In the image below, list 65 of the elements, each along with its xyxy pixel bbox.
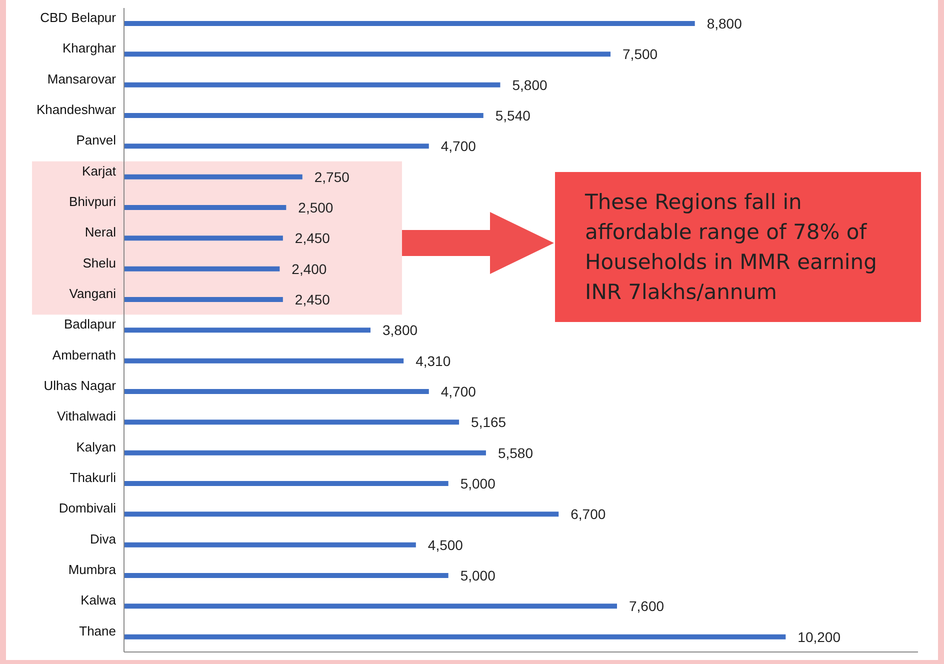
bar (124, 542, 416, 548)
data-label: 5,580 (498, 444, 534, 461)
y-tick-label: Thakurli (70, 470, 116, 485)
y-tick-label: Panvel (76, 132, 116, 148)
y-tick-label: Bhivpuri (69, 194, 116, 209)
y-tick-label: Vangani (69, 286, 116, 301)
data-label: 5,800 (512, 76, 548, 93)
bar (124, 573, 448, 578)
y-tick-label: Diva (90, 531, 117, 546)
bar (124, 297, 283, 302)
bar (124, 174, 302, 180)
bar (124, 328, 371, 333)
data-label: 4,700 (440, 383, 476, 400)
bar (124, 21, 695, 26)
y-tick-label: Karjat (82, 163, 116, 178)
bar (124, 604, 618, 609)
data-label: 2,750 (314, 168, 350, 185)
bar (124, 236, 283, 241)
data-label: 7,600 (629, 598, 664, 614)
bar (124, 634, 786, 640)
y-tick-label: Mumbra (68, 562, 117, 577)
bar (124, 113, 484, 118)
bar (124, 450, 486, 456)
y-tick-label: Badlapur (64, 316, 117, 332)
y-tick-label: Kharghar (62, 40, 117, 56)
bar (124, 82, 500, 88)
data-label: 2,500 (298, 199, 334, 216)
y-tick-label: Kalyan (76, 439, 116, 454)
data-label: 2,450 (294, 230, 330, 246)
bar (124, 420, 460, 425)
annotation: These Regions fall in affordable range of 78% of Households in MMR earning INR 7lakhs/annum (585, 189, 878, 306)
data-label: 2,450 (294, 291, 330, 308)
y-tick-label: CBD Belapur (40, 10, 117, 25)
bar (124, 358, 404, 364)
y-tick-label: Vithalwadi (56, 408, 116, 424)
y-tick-label: Ambernath (52, 347, 116, 362)
data-label: 4,700 (440, 138, 476, 154)
bar (124, 389, 429, 394)
y-tick-label: Mansarovar (47, 71, 117, 86)
data-label: 8,800 (706, 15, 742, 32)
callout-box: These Regions fall in affordable range of 78% of Households in MMR earning INR 7lakhs/annum (555, 172, 921, 322)
data-label: 6,700 (570, 506, 606, 522)
data-label: 5,165 (471, 414, 506, 430)
y-tick-label: Shelu (82, 255, 116, 270)
y-tick-label: Neral (84, 224, 116, 240)
data-label: 5,540 (495, 107, 531, 124)
bar (124, 205, 286, 210)
data-label: 4,310 (416, 352, 451, 369)
y-tick-label: Thane (79, 623, 116, 638)
data-label: 5,000 (460, 475, 496, 492)
data-label: 2,400 (292, 260, 327, 277)
bar (124, 52, 611, 57)
bar (124, 266, 280, 272)
data-label: 3,800 (382, 322, 418, 338)
y-tick-label: Dombivali (58, 500, 116, 516)
y-tick-label: Kalwa (80, 592, 117, 608)
data-label: 7,500 (622, 46, 658, 62)
bar (124, 512, 559, 517)
data-label: 4,500 (428, 536, 464, 553)
y-tick-label: Ulhas Nagar (44, 378, 117, 393)
data-label: 5,000 (460, 567, 496, 584)
y-tick-label: Khandeshwar (36, 102, 117, 117)
data-label: 10,200 (798, 628, 841, 645)
bar (124, 144, 429, 149)
bar (124, 481, 448, 486)
